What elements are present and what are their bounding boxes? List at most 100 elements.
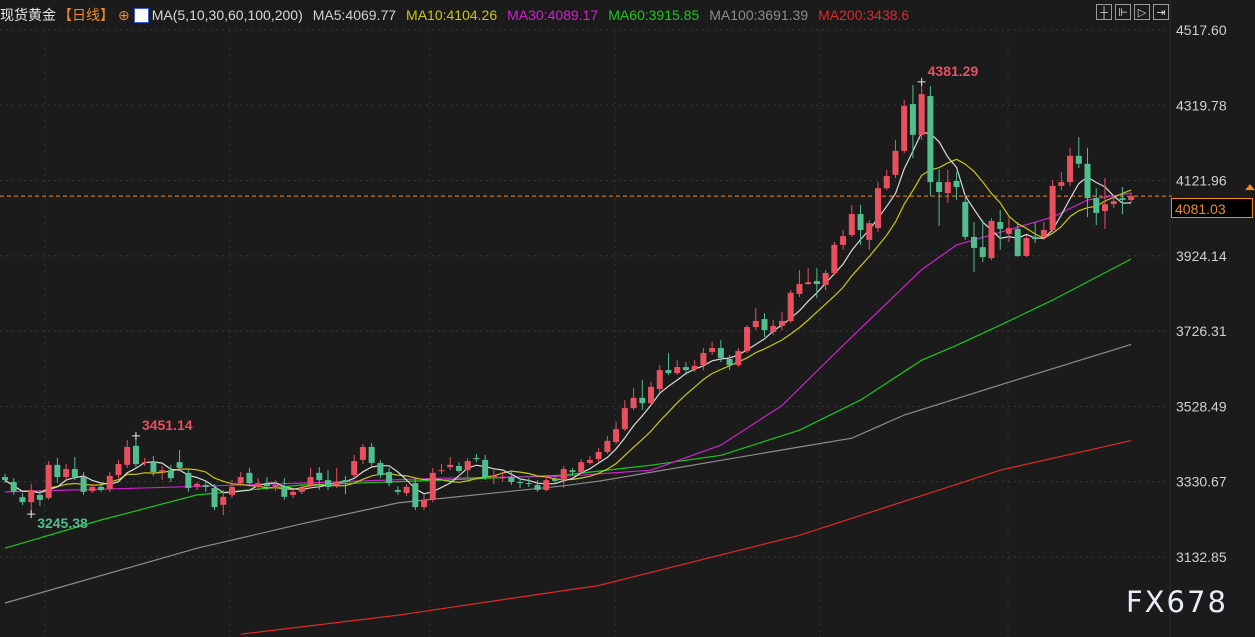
candle-body xyxy=(167,470,174,479)
candle-body xyxy=(63,469,70,478)
candle-body xyxy=(290,491,297,495)
candle-body xyxy=(54,464,61,478)
candle xyxy=(875,182,881,232)
zoom-start-icon[interactable]: ⊩ xyxy=(1115,4,1131,20)
y-tick-label: 3330.67 xyxy=(1176,474,1227,490)
candle-body xyxy=(875,188,881,229)
candle xyxy=(1101,177,1108,229)
candle-body xyxy=(569,470,576,473)
candle xyxy=(831,241,838,275)
candle xyxy=(1014,222,1021,258)
y-tick-label: 4121.96 xyxy=(1176,173,1227,189)
candle-body xyxy=(752,320,759,328)
candle xyxy=(508,470,515,486)
candle-body xyxy=(525,483,532,485)
candle-body xyxy=(1040,230,1047,237)
candle xyxy=(1093,188,1100,226)
candle-body xyxy=(36,494,43,500)
candle-body xyxy=(682,367,689,371)
candle-body xyxy=(263,483,270,487)
candle-body xyxy=(342,480,349,482)
candle-body xyxy=(883,175,890,189)
candle-body xyxy=(464,461,471,471)
ma-indicator-icon[interactable] xyxy=(133,7,149,23)
candle xyxy=(141,457,148,466)
ma-params[interactable]: MA(5,10,30,60,100,200) xyxy=(151,7,303,23)
candle xyxy=(455,462,462,473)
candle-body xyxy=(211,488,218,508)
y-tick-label: 4319.78 xyxy=(1176,97,1227,113)
candle xyxy=(604,435,611,454)
candle xyxy=(386,467,393,487)
candle-body xyxy=(141,462,148,464)
candle xyxy=(132,435,139,468)
candle xyxy=(787,290,794,323)
ma10-line xyxy=(4,158,1132,494)
candle-body xyxy=(194,483,201,487)
extreme-marker-icon xyxy=(917,77,926,86)
crosshair-icon[interactable]: ┼ xyxy=(1096,4,1112,20)
candle-body xyxy=(560,469,567,481)
goto-end-icon[interactable]: ⇥ xyxy=(1153,4,1169,20)
ma10-value: MA10:4104.26 xyxy=(406,7,498,23)
candle-body xyxy=(106,475,113,489)
extreme-marker-icon xyxy=(27,510,36,519)
candle xyxy=(796,269,803,298)
period-label[interactable]: 【日线】 xyxy=(58,7,114,23)
candle-body xyxy=(1005,228,1012,234)
candle xyxy=(150,456,157,476)
candle xyxy=(682,362,689,376)
candle-body xyxy=(700,352,707,366)
candle xyxy=(272,480,279,492)
candle-body xyxy=(115,464,122,476)
candle-body xyxy=(228,486,235,495)
candle xyxy=(1128,192,1135,203)
candle xyxy=(848,204,855,237)
candle-body xyxy=(1128,196,1135,200)
candle-body xyxy=(429,472,436,500)
candle-body xyxy=(613,429,620,443)
candle-body xyxy=(1075,155,1082,164)
extreme-label: 3451.14 xyxy=(142,417,193,433)
candle-body xyxy=(927,96,934,183)
candle xyxy=(63,464,70,481)
candle-body xyxy=(1067,155,1074,183)
candle xyxy=(237,472,244,487)
candle-body xyxy=(551,478,558,481)
candle xyxy=(255,478,262,490)
candle xyxy=(1005,217,1012,242)
last-price-label: 4081.03 xyxy=(1171,198,1253,218)
add-icon[interactable]: ⊕ xyxy=(118,6,130,23)
candle-body xyxy=(255,483,262,487)
candle xyxy=(988,217,995,261)
candle xyxy=(805,268,812,285)
candle xyxy=(263,477,270,490)
candle-body xyxy=(639,397,646,404)
candle-body xyxy=(351,461,358,476)
candle-body xyxy=(307,477,314,486)
candle-body xyxy=(735,351,742,366)
candles xyxy=(2,81,1135,516)
y-tick-label: 3132.85 xyxy=(1176,549,1227,565)
play-icon[interactable]: ▷ xyxy=(1134,4,1150,20)
candle xyxy=(19,493,26,506)
candle-body xyxy=(892,150,899,175)
instrument-title[interactable]: 现货黄金 xyxy=(0,7,56,23)
candle-body xyxy=(770,325,777,333)
candle-body xyxy=(124,446,131,465)
annotations: 4381.29 3451.14 3245.38 xyxy=(27,63,978,531)
chart-header: 现货黄金 【日线】 ⊕ MA(5,10,30,60,100,200) MA5:4… xyxy=(0,0,1255,30)
ma5-line xyxy=(4,131,1132,495)
candle xyxy=(551,475,558,484)
candle-body xyxy=(455,465,462,471)
candle xyxy=(246,467,253,487)
candle xyxy=(473,453,480,463)
candle-body xyxy=(918,94,925,135)
candle xyxy=(1110,195,1117,208)
candle xyxy=(71,456,78,481)
candle-body xyxy=(333,481,340,486)
ma100-value: MA100:3691.39 xyxy=(709,7,809,23)
candle-body xyxy=(857,214,864,231)
candle-body xyxy=(1049,185,1056,231)
